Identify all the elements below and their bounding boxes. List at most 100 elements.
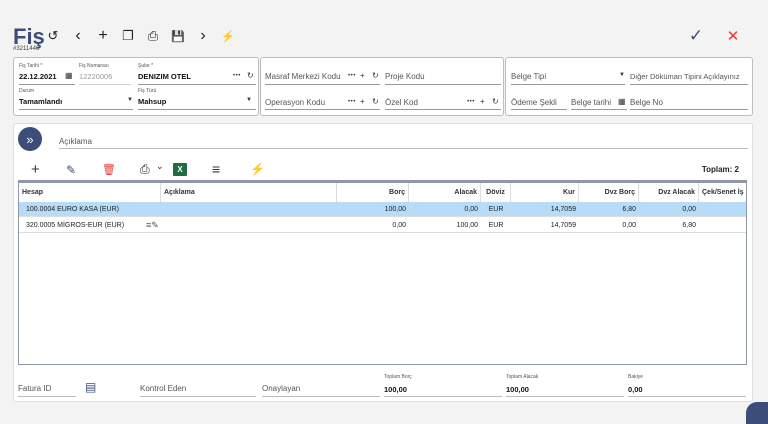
durum-label: Durum [19, 88, 35, 94]
refresh-icon[interactable]: ↻ [492, 97, 499, 106]
journal-grid: Hesap Açıklama Borç Alacak Döviz Kur Dvz… [18, 180, 747, 365]
cell-hesap: 320.0005 MİGROS-EUR (EUR) [26, 222, 125, 229]
cell-alacak: 100,00 [456, 222, 478, 229]
cell-borc: 0,00 [392, 222, 406, 229]
close-button[interactable]: ✕ [726, 28, 740, 45]
kontrol-eden-field[interactable]: Kontrol Eden [140, 384, 187, 393]
total-count: Toplam: 2 [701, 165, 739, 174]
cell-alacak: 0,00 [464, 206, 478, 213]
add-button[interactable]: + [98, 27, 108, 44]
aciklama-field[interactable]: Açıklama [59, 137, 92, 146]
belge-tipi-select[interactable]: Belge Tipi [511, 72, 547, 81]
more-icon[interactable]: ••• [348, 99, 356, 105]
codes-panel: Masraf Merkezi Kodu ••• + ↻ Proje Kodu O… [260, 57, 504, 116]
table-row[interactable]: 100.0004 EURO KASA (EUR) 100,00 0,00 EUR… [19, 202, 746, 217]
next-button[interactable]: › [200, 27, 206, 44]
calendar-icon[interactable]: ▦ [65, 71, 73, 80]
bakiye-label: Bakiye [628, 374, 644, 380]
refresh-icon[interactable]: ↻ [372, 71, 379, 80]
fis-tarihi-label: Fiş Tarihi * [19, 63, 43, 69]
durum-chevron-down-icon[interactable]: ▼ [127, 97, 133, 103]
prev-button[interactable]: ‹ [75, 27, 81, 44]
excel-icon[interactable]: X [173, 163, 187, 176]
print-icon[interactable]: ⎙ [147, 28, 159, 43]
history-icon[interactable]: ↺ [47, 28, 59, 43]
add-icon[interactable]: + [360, 97, 365, 106]
cell-borc: 100,00 [384, 206, 406, 213]
toplam-borc-label: Toplam Borç [384, 374, 412, 380]
page-title: Fiş [13, 24, 45, 49]
sube-label: Şube * [138, 63, 154, 69]
column-header-borc[interactable]: Borç [337, 183, 409, 202]
column-header-hesap[interactable]: Hesap [19, 183, 161, 202]
odeme-sekli-field[interactable]: Ödeme Şekli [511, 98, 557, 107]
add-icon[interactable]: + [480, 97, 485, 106]
copy-icon[interactable]: ❐ [122, 28, 134, 43]
document-panel: Belge Tipi ▼ Diğer Döküman Tipini Açıkla… [505, 57, 753, 116]
column-header-kur[interactable]: Kur [511, 183, 579, 202]
cell-kur: 14,7059 [550, 222, 576, 229]
confirm-button[interactable]: ✓ [688, 26, 704, 45]
cell-aciklama [161, 202, 337, 217]
cell-dvz-alacak: 0,00 [682, 206, 696, 213]
grid-add-button[interactable]: + [31, 161, 40, 178]
list-icon[interactable]: ▤ [85, 380, 97, 394]
general-info-panel: Fiş Tarihi * 22.12.2021 ▦ Fiş Numarası 1… [13, 57, 259, 116]
save-icon[interactable]: 💾 [171, 30, 185, 43]
cell-dvz-borc: 0,00 [622, 222, 636, 229]
fatura-id-field[interactable]: Fatura ID [18, 384, 52, 393]
column-header-dvz-borc[interactable]: Dvz Borç [579, 183, 639, 202]
column-header-doviz[interactable]: Döviz [481, 183, 511, 202]
refresh-icon[interactable]: ↻ [372, 97, 379, 106]
durum-select[interactable]: Tamamlandı [19, 97, 63, 106]
fis-numarasi-value: 12220006 [79, 72, 113, 81]
sube-value[interactable]: DENIZIM OTEL [138, 72, 191, 81]
more-icon[interactable]: ••• [233, 73, 241, 79]
chat-bubble-icon[interactable] [746, 402, 768, 424]
toplam-alacak-label: Toplam Alacak [506, 374, 539, 380]
cell-kur: 14,7059 [550, 206, 576, 213]
masraf-merkezi-field[interactable]: Masraf Merkezi Kodu [265, 72, 341, 81]
diger-dokuman-field[interactable]: Diğer Döküman Tipini Açıklayınız [630, 72, 740, 81]
grid-run-icon[interactable]: ⚡ [250, 162, 265, 176]
fis-tarihi-value[interactable]: 22.12.2021 [19, 72, 57, 81]
cell-hesap: 100.0004 EURO KASA (EUR) [26, 206, 119, 213]
toplam-alacak-value: 100,00 [506, 385, 529, 394]
belge-tipi-chevron-down-icon[interactable]: ▼ [619, 72, 625, 78]
cell-dvz-alacak: 6,80 [682, 222, 696, 229]
fis-turu-select[interactable]: Mahsup [138, 97, 167, 106]
belge-tarihi-field[interactable]: Belge tarihi [571, 98, 612, 107]
cell-dvz-borc: 6,80 [622, 206, 636, 213]
operasyon-kodu-field[interactable]: Operasyon Kodu [265, 98, 326, 107]
fis-turu-chevron-down-icon[interactable]: ▼ [246, 97, 252, 103]
add-icon[interactable]: + [360, 71, 365, 80]
notes-edit-icon[interactable]: ≡✎ [146, 220, 159, 230]
refresh-icon[interactable]: ↻ [247, 71, 254, 80]
more-icon[interactable]: ••• [467, 99, 475, 105]
column-header-aciklama[interactable]: Açıklama [161, 183, 337, 202]
grid-print-icon[interactable]: ⎙ [140, 162, 150, 176]
table-row[interactable]: 320.0005 MİGROS-EUR (EUR) ≡✎ 0,00 100,00… [19, 218, 746, 233]
column-header-alacak[interactable]: Alacak [409, 183, 481, 202]
cell-doviz: EUR [488, 206, 504, 213]
column-header-cek-senet[interactable]: Çek/Senet İş [702, 189, 744, 196]
edit-icon[interactable]: ✎ [66, 163, 77, 177]
fis-numarasi-label: Fiş Numarası [79, 63, 109, 69]
belge-no-field[interactable]: Belge No [630, 98, 663, 107]
ozel-kod-field[interactable]: Özel Kod [385, 98, 418, 107]
bakiye-value: 0,00 [628, 385, 643, 394]
menu-icon[interactable]: ≡ [212, 161, 221, 177]
cell-doviz: EUR [488, 222, 504, 229]
calendar-icon[interactable]: ▦ [618, 97, 626, 106]
onaylayan-field[interactable]: Onaylayan [262, 384, 301, 393]
toplam-borc-value: 100,00 [384, 385, 407, 394]
fis-turu-label: Fiş Türü [138, 88, 157, 94]
document-id: #3211446 [13, 46, 40, 52]
expand-button[interactable]: » [18, 127, 42, 151]
delete-icon[interactable]: 🗑 [102, 164, 116, 176]
run-icon[interactable]: ⚡ [221, 30, 235, 43]
column-header-dvz-alacak[interactable]: Dvz Alacak [639, 183, 699, 202]
print-chevron-down-icon[interactable]: ⌄ [156, 161, 164, 171]
more-icon[interactable]: ••• [348, 73, 356, 79]
proje-kodu-field[interactable]: Proje Kodu [385, 72, 425, 81]
